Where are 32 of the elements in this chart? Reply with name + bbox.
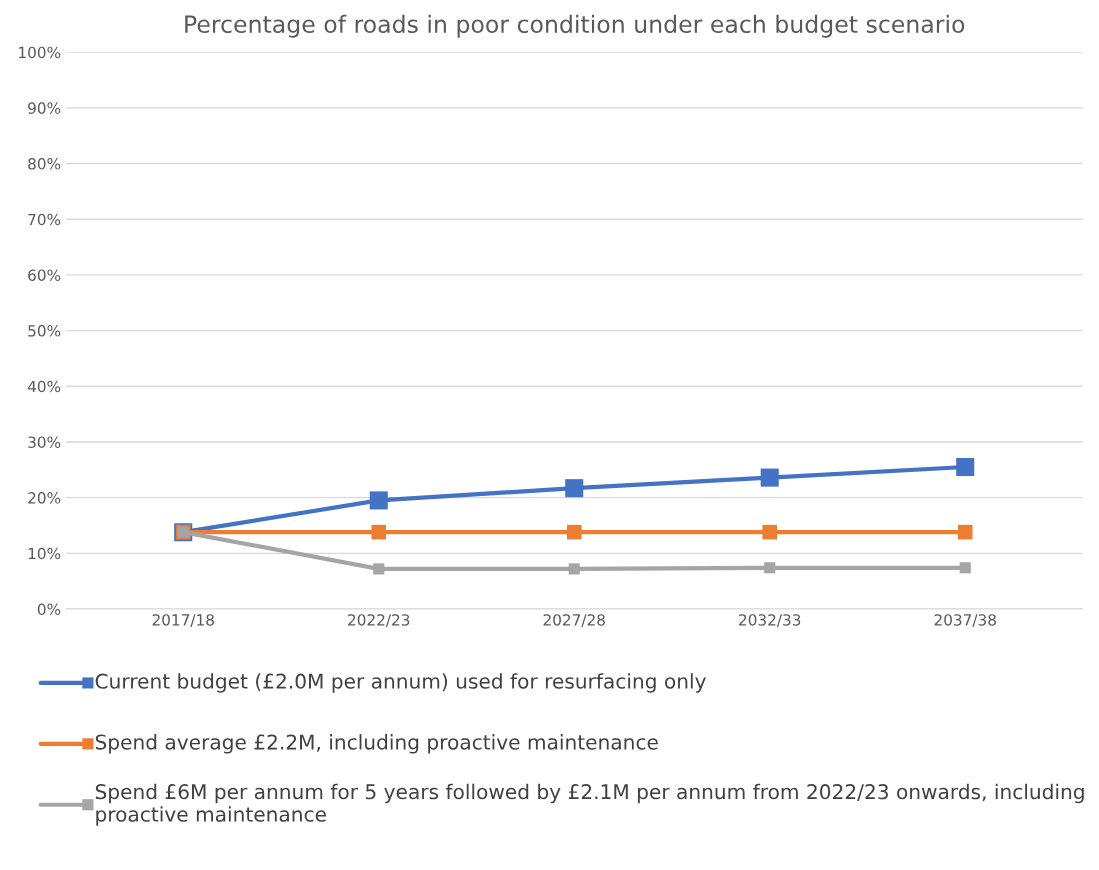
legend-label: Current budget (£2.0M per annum) used for resurfacing only — [95, 673, 706, 693]
y-tick-label: 40% — [27, 380, 61, 393]
y-tick-label: 90% — [28, 102, 61, 114]
point — [568, 563, 580, 575]
legend-label: Spend average £2.2M, including proactive maintenance — [95, 734, 658, 754]
y-tick-label: 80% — [28, 158, 61, 170]
y-tick-label: 20% — [28, 492, 61, 504]
y-tick-label: 30% — [28, 436, 61, 448]
point — [762, 524, 778, 540]
x-tick-label: 2027/28 — [543, 614, 605, 627]
x-tick-label: 2017/18 — [152, 614, 214, 627]
x-tick-label: 2032/33 — [739, 614, 801, 627]
x-tick-label: 2037/38 — [934, 614, 996, 627]
point — [373, 563, 385, 575]
point — [760, 468, 779, 487]
y-tick-label: 0% — [37, 603, 61, 616]
point — [764, 562, 776, 574]
point — [371, 524, 387, 540]
y-tick-label: 100% — [19, 46, 61, 59]
point — [369, 491, 388, 510]
legend-label: Spend £6M per annum for 5 years followed by £2.1M per annum from 2022/23 onwards, including proactive maintenance — [95, 783, 1084, 826]
x-tick-label: 2022/23 — [348, 614, 410, 627]
point — [959, 562, 971, 574]
point — [956, 457, 975, 477]
y-tick-label: 10% — [28, 547, 61, 560]
y-tick-label: 50% — [28, 325, 61, 337]
point — [957, 524, 973, 540]
point — [566, 524, 582, 540]
y-tick-label: 60% — [28, 269, 61, 281]
y-tick-label: 70% — [28, 213, 61, 226]
point — [565, 479, 584, 498]
chart-title: Percentage of roads in poor condition under each budget scenario — [185, 14, 965, 38]
